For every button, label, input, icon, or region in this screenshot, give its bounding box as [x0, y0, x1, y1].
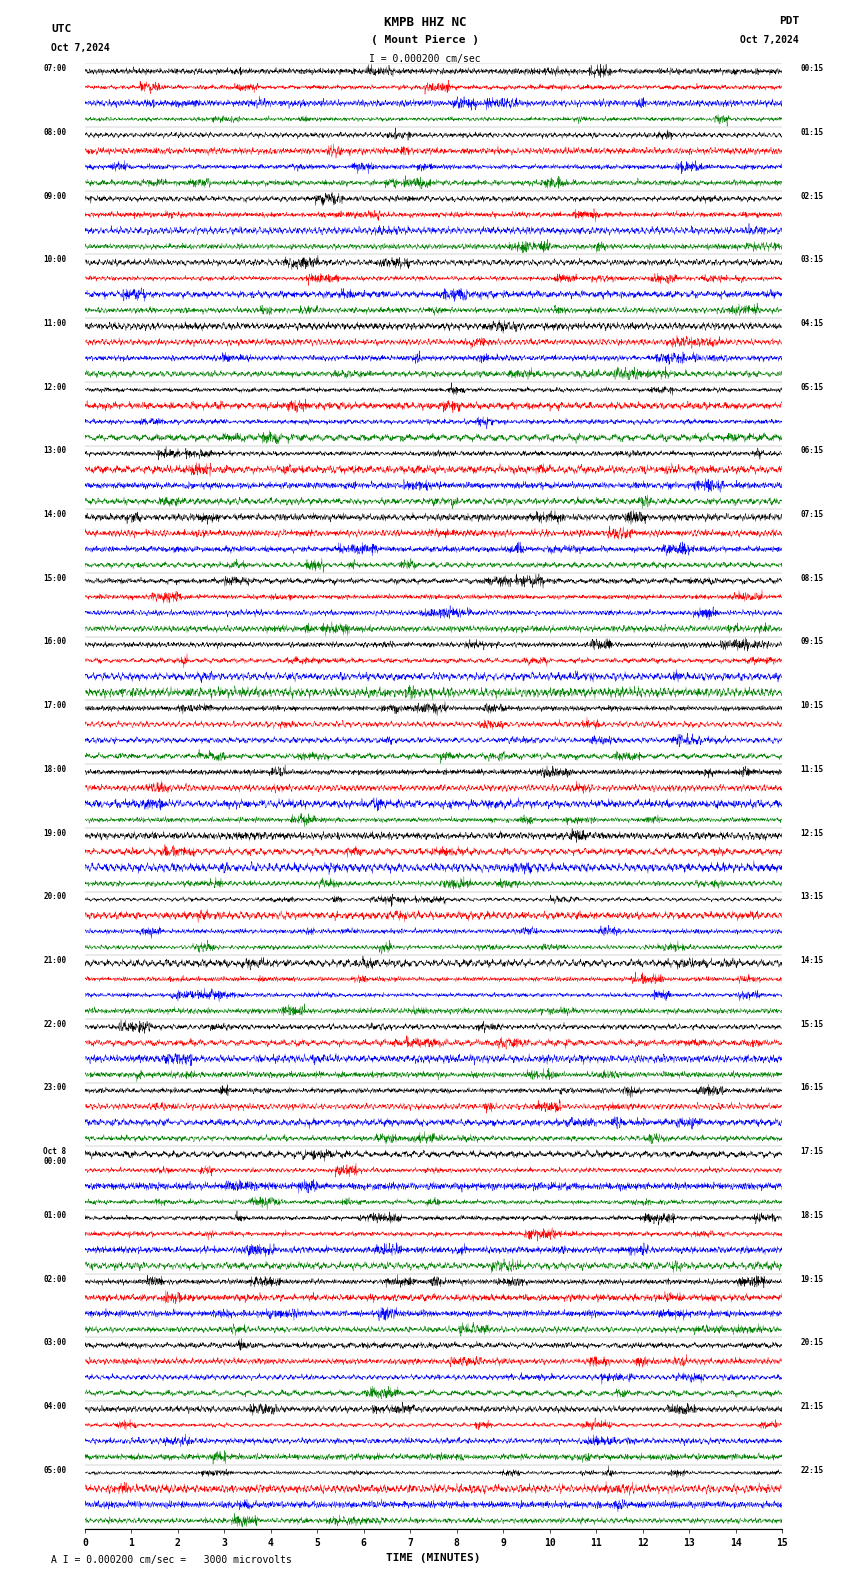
Text: 20:00: 20:00 [43, 892, 66, 901]
Text: 16:00: 16:00 [43, 637, 66, 646]
Text: 18:00: 18:00 [43, 765, 66, 775]
Text: 22:00: 22:00 [43, 1020, 66, 1028]
Text: 02:00: 02:00 [43, 1275, 66, 1283]
Text: 12:00: 12:00 [43, 383, 66, 391]
Text: 21:15: 21:15 [801, 1402, 824, 1411]
Text: KMPB HHZ NC: KMPB HHZ NC [383, 16, 467, 29]
Text: 08:15: 08:15 [801, 573, 824, 583]
Text: 03:15: 03:15 [801, 255, 824, 265]
Text: 11:15: 11:15 [801, 765, 824, 775]
Text: 03:00: 03:00 [43, 1338, 66, 1348]
Text: 14:15: 14:15 [801, 957, 824, 965]
Text: 18:15: 18:15 [801, 1210, 824, 1220]
Text: 00:15: 00:15 [801, 65, 824, 73]
Text: 09:00: 09:00 [43, 192, 66, 201]
Text: 06:15: 06:15 [801, 447, 824, 455]
Text: 15:00: 15:00 [43, 573, 66, 583]
Text: PDT: PDT [779, 16, 799, 25]
Text: 10:00: 10:00 [43, 255, 66, 265]
Text: 23:00: 23:00 [43, 1083, 66, 1093]
Text: 17:15: 17:15 [801, 1147, 824, 1156]
Text: 15:15: 15:15 [801, 1020, 824, 1028]
Text: Oct 8: Oct 8 [43, 1147, 66, 1156]
Text: 10:15: 10:15 [801, 702, 824, 710]
Text: 16:15: 16:15 [801, 1083, 824, 1093]
Text: 22:15: 22:15 [801, 1465, 824, 1475]
Text: 05:00: 05:00 [43, 1465, 66, 1475]
Text: 11:00: 11:00 [43, 318, 66, 328]
Text: A I = 0.000200 cm/sec =   3000 microvolts: A I = 0.000200 cm/sec = 3000 microvolts [51, 1555, 292, 1565]
Text: 17:00: 17:00 [43, 702, 66, 710]
Text: I = 0.000200 cm/sec: I = 0.000200 cm/sec [369, 54, 481, 63]
Text: 08:00: 08:00 [43, 128, 66, 136]
Text: 19:15: 19:15 [801, 1275, 824, 1283]
Text: 20:15: 20:15 [801, 1338, 824, 1348]
Text: 14:00: 14:00 [43, 510, 66, 520]
Text: 21:00: 21:00 [43, 957, 66, 965]
Text: 04:15: 04:15 [801, 318, 824, 328]
Text: 12:15: 12:15 [801, 828, 824, 838]
Text: 13:00: 13:00 [43, 447, 66, 455]
X-axis label: TIME (MINUTES): TIME (MINUTES) [386, 1554, 481, 1563]
Text: 02:15: 02:15 [801, 192, 824, 201]
Text: ( Mount Pierce ): ( Mount Pierce ) [371, 35, 479, 44]
Text: 00:00: 00:00 [43, 1156, 66, 1166]
Text: 19:00: 19:00 [43, 828, 66, 838]
Text: 09:15: 09:15 [801, 637, 824, 646]
Text: Oct 7,2024: Oct 7,2024 [740, 35, 799, 44]
Text: 05:15: 05:15 [801, 383, 824, 391]
Text: UTC: UTC [51, 24, 71, 33]
Text: 07:00: 07:00 [43, 65, 66, 73]
Text: 01:00: 01:00 [43, 1210, 66, 1220]
Text: 01:15: 01:15 [801, 128, 824, 136]
Text: Oct 7,2024: Oct 7,2024 [51, 43, 110, 52]
Text: 07:15: 07:15 [801, 510, 824, 520]
Text: 04:00: 04:00 [43, 1402, 66, 1411]
Text: 13:15: 13:15 [801, 892, 824, 901]
